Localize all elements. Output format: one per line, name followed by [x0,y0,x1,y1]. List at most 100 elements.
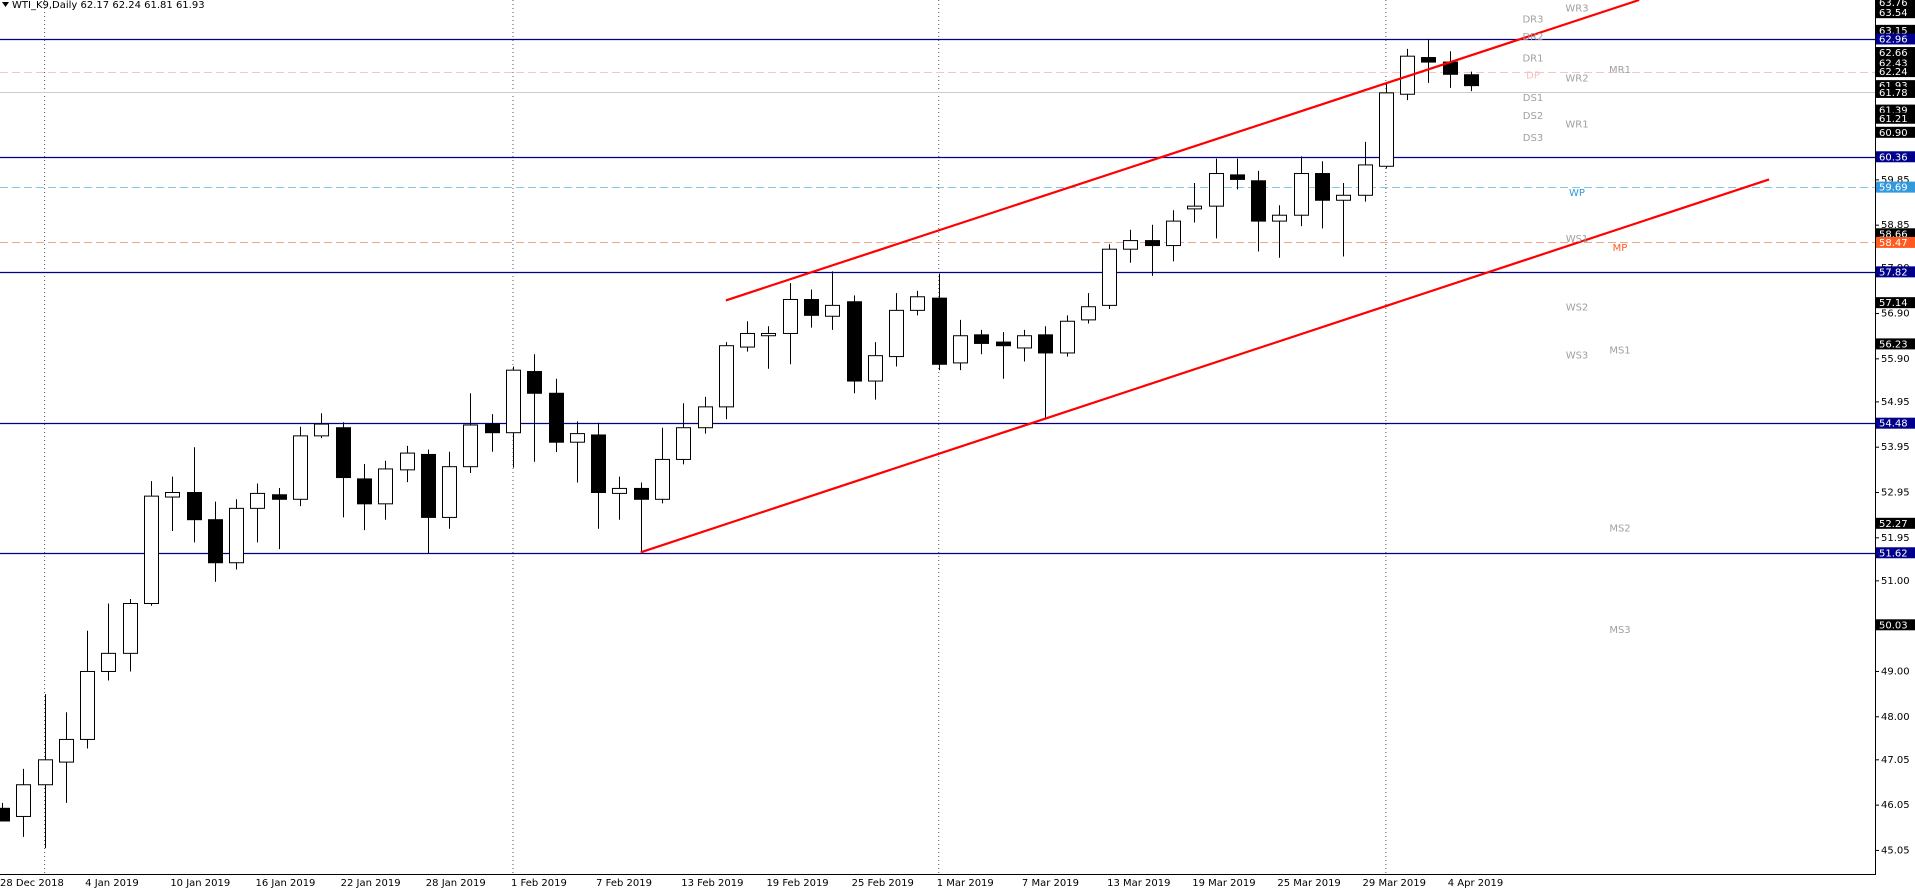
x-tick-label: 25 Mar 2019 [1277,878,1340,889]
x-tick-label: 19 Mar 2019 [1192,878,1255,889]
pivot-label: DP [1526,71,1540,82]
candle-body [570,433,585,443]
y-tick-label: 56.90 [1881,309,1910,320]
candle-body [804,298,819,316]
price-label-box [1876,112,1915,124]
price-label: 63.76 [1879,0,1908,9]
price-label: 59.69 [1879,183,1908,194]
candle-body [144,495,159,605]
pivot-label: DS2 [1523,111,1543,122]
menu-triangle[interactable] [2,2,9,7]
pivot-label: DR1 [1522,53,1543,64]
price-label: 58.66 [1879,229,1908,240]
price-label-box [1876,181,1915,193]
price-label-box [1876,7,1915,19]
y-tick-label: 52.95 [1881,488,1910,499]
candle-body [1081,306,1096,321]
candle-body [250,492,265,509]
price-label-box [1876,33,1915,45]
candle-body [336,427,351,479]
price-label: 57.82 [1879,267,1908,278]
trend-line [725,0,1640,302]
x-tick-label: 4 Jan 2019 [85,878,139,889]
price-label: 54.48 [1879,419,1908,430]
price-label: 63.15 [1879,26,1908,37]
y-tick-label: 55.90 [1881,354,1910,365]
pivot-label: DS1 [1523,93,1543,104]
chart-title: WTI_K9,Daily 62.17 62.24 61.81 61.93 [12,0,205,11]
candle-body [59,738,74,763]
price-label: 56.23 [1879,339,1908,350]
pivot-label: DS3 [1523,133,1543,144]
candle-body [1336,194,1351,201]
candle-body [442,466,457,518]
candle-body [293,435,308,500]
candle-body [612,487,627,494]
price-label: 52.27 [1879,519,1908,530]
price-label-box [1876,104,1915,116]
pivot-label: MS2 [1609,524,1630,535]
price-label: 58.47 [1879,238,1908,249]
candle-body [1315,173,1330,201]
price-label-box [1876,47,1915,59]
price-label-box [1876,228,1915,240]
candle-body [0,807,10,822]
candle-body [272,494,287,500]
candle-body [1166,220,1181,247]
candle-body [229,507,244,564]
candle-body [400,452,415,471]
x-tick-label: 16 Jan 2019 [255,878,315,889]
price-label-box [1876,338,1915,350]
candle-body [378,468,393,505]
trend-line [640,178,1770,554]
candle-body [357,478,372,505]
x-tick-label: 13 Feb 2019 [681,878,743,889]
price-label: 60.90 [1879,128,1908,139]
price-label: 57.14 [1879,298,1908,309]
price-label: 62.66 [1879,48,1908,59]
candle-body [676,427,691,460]
y-tick-label: 51.95 [1881,533,1910,544]
candle-body [187,492,202,521]
candle-body [1230,174,1245,180]
x-tick-label: 25 Feb 2019 [852,878,914,889]
price-label: 61.78 [1879,88,1908,99]
price-label-box [1876,297,1915,309]
candle-body [783,298,798,334]
x-tick-label: 19 Feb 2019 [766,878,828,889]
candle-body [634,487,649,500]
x-tick-label: 22 Jan 2019 [341,878,401,889]
pivot-label: DR3 [1522,14,1543,25]
candle-body [889,309,904,358]
candle-body [698,406,713,429]
y-tick-label: 48.00 [1881,712,1910,723]
candle-body [549,392,564,443]
y-tick-label: 46.05 [1881,800,1910,811]
price-label-box [1876,126,1915,138]
candle-body [1017,335,1032,349]
candle-body [910,296,925,311]
y-tick-label: 54.95 [1881,397,1910,408]
y-tick-label: 59.85 [1881,175,1910,186]
candle-body [1358,164,1373,196]
candle-body [591,434,606,494]
pivot-label: WR3 [1565,4,1588,15]
price-label-box [1876,417,1915,429]
pivot-label: WR1 [1565,120,1588,131]
candle-body [847,301,862,382]
price-label-box [1876,57,1915,69]
candle-body [1102,248,1117,306]
price-label-box [1876,86,1915,98]
candle-body [1038,334,1053,354]
price-label: 61.93 [1879,81,1908,92]
candle-body [1060,320,1075,354]
price-label-box [1876,236,1915,248]
candle-body [485,423,500,434]
price-label: 60.36 [1879,152,1908,163]
price-label-box [1876,0,1915,9]
candle-body [761,332,776,337]
candle-body [1464,74,1479,87]
pivot-label: WR2 [1565,73,1588,84]
